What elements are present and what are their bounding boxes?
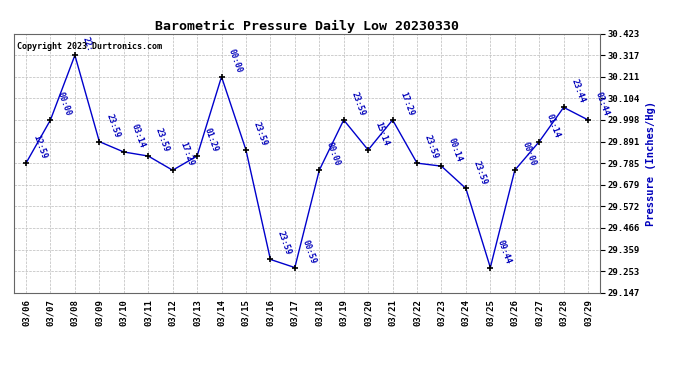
- Text: 01:29: 01:29: [203, 127, 219, 153]
- Text: 23:59: 23:59: [154, 127, 170, 153]
- Text: 17:29: 17:29: [398, 91, 415, 117]
- Text: 23:44: 23:44: [569, 78, 586, 105]
- Text: 01:14: 01:14: [545, 112, 562, 139]
- Text: 00:59: 00:59: [300, 238, 317, 265]
- Text: 22:: 22:: [81, 35, 94, 52]
- Text: 23:59: 23:59: [471, 159, 489, 186]
- Text: 23:59: 23:59: [105, 112, 122, 139]
- Text: 17:29: 17:29: [178, 141, 195, 168]
- Text: 23:59: 23:59: [276, 230, 293, 256]
- Text: 00:00: 00:00: [325, 141, 342, 168]
- Text: 00:00: 00:00: [56, 91, 73, 117]
- Text: 23:59: 23:59: [349, 91, 366, 117]
- Text: 00:00: 00:00: [520, 141, 538, 168]
- Y-axis label: Pressure (Inches/Hg): Pressure (Inches/Hg): [646, 100, 656, 226]
- Text: 23:59: 23:59: [252, 121, 268, 147]
- Title: Barometric Pressure Daily Low 20230330: Barometric Pressure Daily Low 20230330: [155, 20, 459, 33]
- Text: 15:14: 15:14: [374, 121, 391, 147]
- Text: Copyright 2023 Durtronics.com: Copyright 2023 Durtronics.com: [17, 42, 161, 51]
- Text: 09:44: 09:44: [496, 238, 513, 265]
- Text: 12:59: 12:59: [32, 134, 48, 160]
- Text: 00:14: 00:14: [447, 137, 464, 164]
- Text: 00:00: 00:00: [227, 47, 244, 74]
- Text: 03:44: 03:44: [593, 91, 611, 117]
- Text: 23:59: 23:59: [422, 134, 440, 160]
- Text: 03:14: 03:14: [129, 123, 146, 149]
